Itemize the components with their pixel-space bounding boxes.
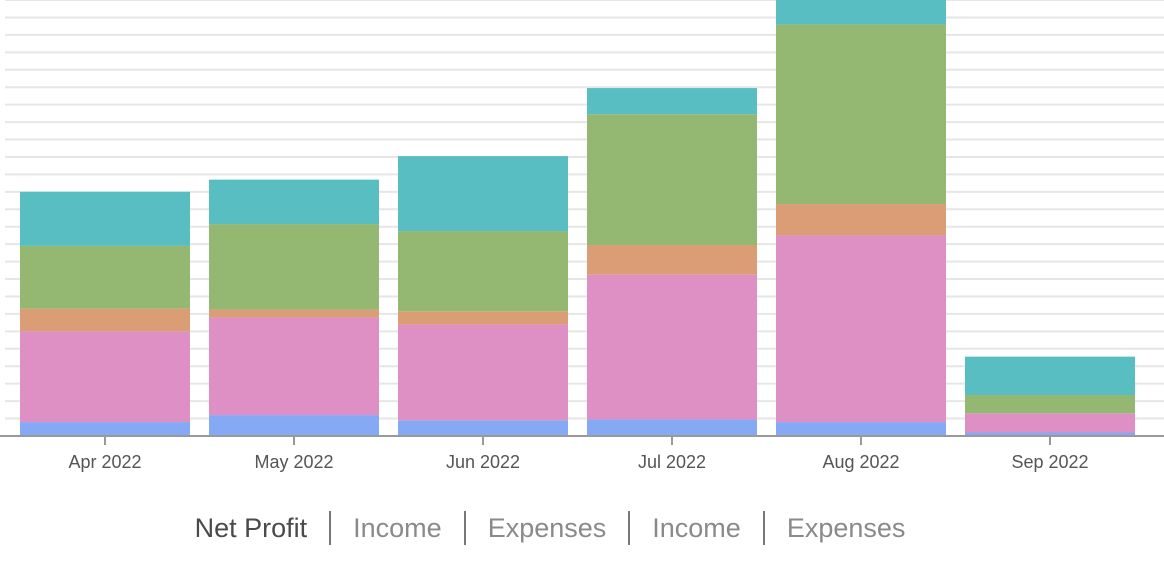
grid-lines — [5, 0, 1164, 420]
x-axis: Apr 2022 May 2022 Jun 2022 Jul 2022 Aug 2022… — [0, 435, 1164, 472]
bar-segment[interactable] — [398, 324, 568, 421]
x-tick-label: Jun 2022 — [446, 452, 520, 472]
bar-segment[interactable] — [776, 422, 946, 436]
bar-segment[interactable] — [587, 114, 757, 246]
bar-segment[interactable] — [398, 420, 568, 436]
bars — [20, 0, 1135, 436]
view-tabs: Net Profit Income Expenses Income Expens… — [0, 506, 1100, 550]
bar-segment[interactable] — [20, 308, 190, 332]
bar-segment[interactable] — [965, 413, 1135, 433]
bar-segment[interactable] — [20, 422, 190, 436]
tab-expenses[interactable]: Expenses — [463, 511, 629, 545]
bar-segment[interactable] — [209, 309, 379, 318]
bar-segment[interactable] — [965, 395, 1135, 414]
bar-segment[interactable] — [965, 356, 1135, 396]
tab-expenses-2[interactable]: Expenses — [762, 511, 928, 545]
x-tick-label: Apr 2022 — [68, 452, 141, 472]
x-tick-label: Aug 2022 — [822, 452, 899, 472]
bar-segment[interactable] — [20, 245, 190, 309]
bar-segment[interactable] — [209, 317, 379, 416]
bar-segment[interactable] — [209, 415, 379, 436]
stacked-bar-chart: Apr 2022 May 2022 Jun 2022 Jul 2022 Aug 2022… — [0, 0, 1164, 472]
bar-segment[interactable] — [776, 24, 946, 205]
bar-segment[interactable] — [209, 224, 379, 310]
bar-segment[interactable] — [965, 432, 1135, 436]
bar-segment[interactable] — [398, 311, 568, 325]
tab-net-profit[interactable]: Net Profit — [194, 513, 308, 543]
bar-segment[interactable] — [398, 156, 568, 232]
bar-segment[interactable] — [209, 179, 379, 225]
bar-segment[interactable] — [20, 331, 190, 423]
bar-segment[interactable] — [776, 204, 946, 236]
tab-income[interactable]: Income — [329, 511, 464, 545]
bar-segment[interactable] — [587, 274, 757, 420]
bar-segment[interactable] — [587, 419, 757, 436]
x-tick-label: Sep 2022 — [1011, 452, 1088, 472]
bar-segment[interactable] — [776, 235, 946, 423]
bar-segment[interactable] — [398, 231, 568, 312]
x-tick-label: May 2022 — [254, 452, 333, 472]
x-tick-label: Jul 2022 — [638, 452, 706, 472]
bar-segment[interactable] — [587, 88, 757, 115]
bar-segment[interactable] — [776, 0, 946, 25]
bar-segment[interactable] — [587, 245, 757, 275]
bar-segment[interactable] — [20, 191, 190, 246]
tab-income-2[interactable]: Income — [628, 511, 763, 545]
